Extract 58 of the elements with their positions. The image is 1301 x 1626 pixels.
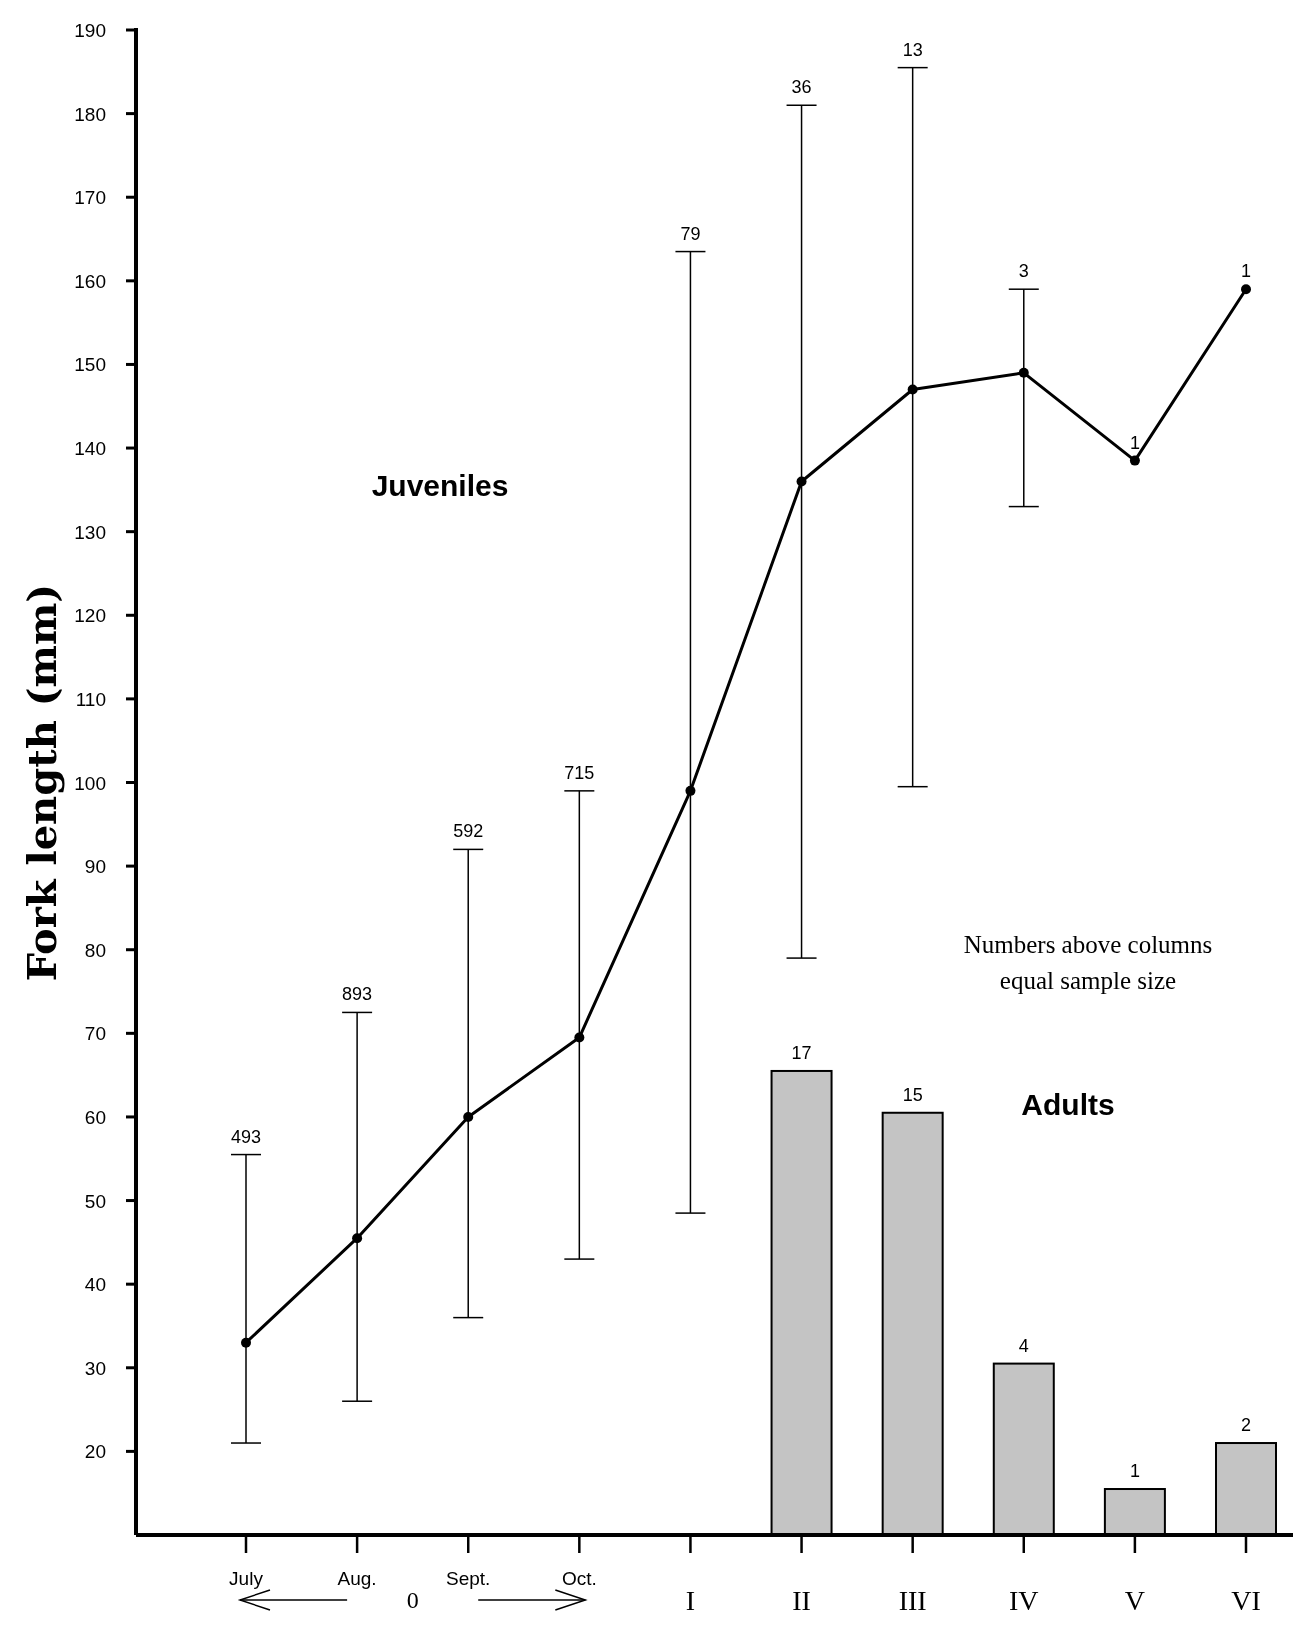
annotation: 715 xyxy=(564,762,595,783)
y-tick-label: 160 xyxy=(74,270,106,292)
y-tick-label: 120 xyxy=(74,605,106,627)
annotation: 17 xyxy=(791,1042,812,1063)
x-tick-label: IV xyxy=(1009,1585,1039,1616)
point xyxy=(352,1233,363,1244)
annotation: 4 xyxy=(1018,1335,1029,1356)
x-tick-label: II xyxy=(792,1585,811,1616)
y-axis-title: Fork length (mm) xyxy=(18,583,65,982)
y-tick-label: 140 xyxy=(74,438,106,460)
x-tick-label: VI xyxy=(1231,1585,1261,1616)
point xyxy=(907,384,918,395)
text: 0 xyxy=(406,1587,419,1613)
annotation: 1 xyxy=(1129,432,1140,453)
annotation: Juveniles xyxy=(371,469,509,502)
annotation: 493 xyxy=(230,1126,262,1147)
y-tick-label: 70 xyxy=(84,1023,106,1045)
annotation: 3 xyxy=(1018,261,1029,282)
point xyxy=(796,476,807,487)
annotation: 1 xyxy=(1240,261,1252,282)
point xyxy=(1129,455,1140,466)
y-tick-label: 170 xyxy=(74,187,106,209)
annotation: 15 xyxy=(902,1084,923,1105)
annotation: 36 xyxy=(791,77,812,98)
point xyxy=(463,1111,474,1122)
annotation: 13 xyxy=(902,39,923,60)
y-tick-label: 190 xyxy=(74,20,106,41)
y-tick-label: 130 xyxy=(74,521,106,543)
y-tick-label: 20 xyxy=(84,1441,106,1463)
y-tick-label: 90 xyxy=(84,856,106,878)
y-tick-label: 100 xyxy=(74,772,106,794)
x-tick-label: V xyxy=(1124,1585,1146,1616)
annotation: 592 xyxy=(453,821,484,842)
y-tick-label: 50 xyxy=(84,1190,106,1212)
y-tick-label: 110 xyxy=(75,688,106,710)
point xyxy=(574,1032,585,1043)
annotation: Adults xyxy=(1021,1088,1115,1121)
point xyxy=(685,785,696,796)
y-tick-label: 30 xyxy=(84,1357,106,1379)
annotation: 1 xyxy=(1129,1461,1140,1482)
x-tick-label: III xyxy=(898,1585,927,1616)
point xyxy=(1241,284,1251,295)
x-tick-label: I xyxy=(685,1585,696,1616)
y-tick-label: 80 xyxy=(84,939,106,961)
y-tick-label: 40 xyxy=(84,1274,106,1296)
x-tick-label: July xyxy=(229,1568,264,1589)
x-tick-label: Aug. xyxy=(337,1568,377,1589)
y-tick-label: 150 xyxy=(74,354,106,376)
y-tick-label: 180 xyxy=(74,103,106,125)
point xyxy=(241,1337,251,1348)
x-tick-label: Sept. xyxy=(446,1568,491,1589)
x-tick-label: Oct. xyxy=(561,1568,597,1589)
annotation: 79 xyxy=(680,223,701,244)
point xyxy=(1018,367,1029,378)
y-tick-label: 60 xyxy=(84,1106,106,1128)
annotation: 893 xyxy=(342,984,373,1005)
annotation: Numbers above columns equal sample size xyxy=(963,931,1213,994)
annotation: 2 xyxy=(1240,1415,1252,1436)
